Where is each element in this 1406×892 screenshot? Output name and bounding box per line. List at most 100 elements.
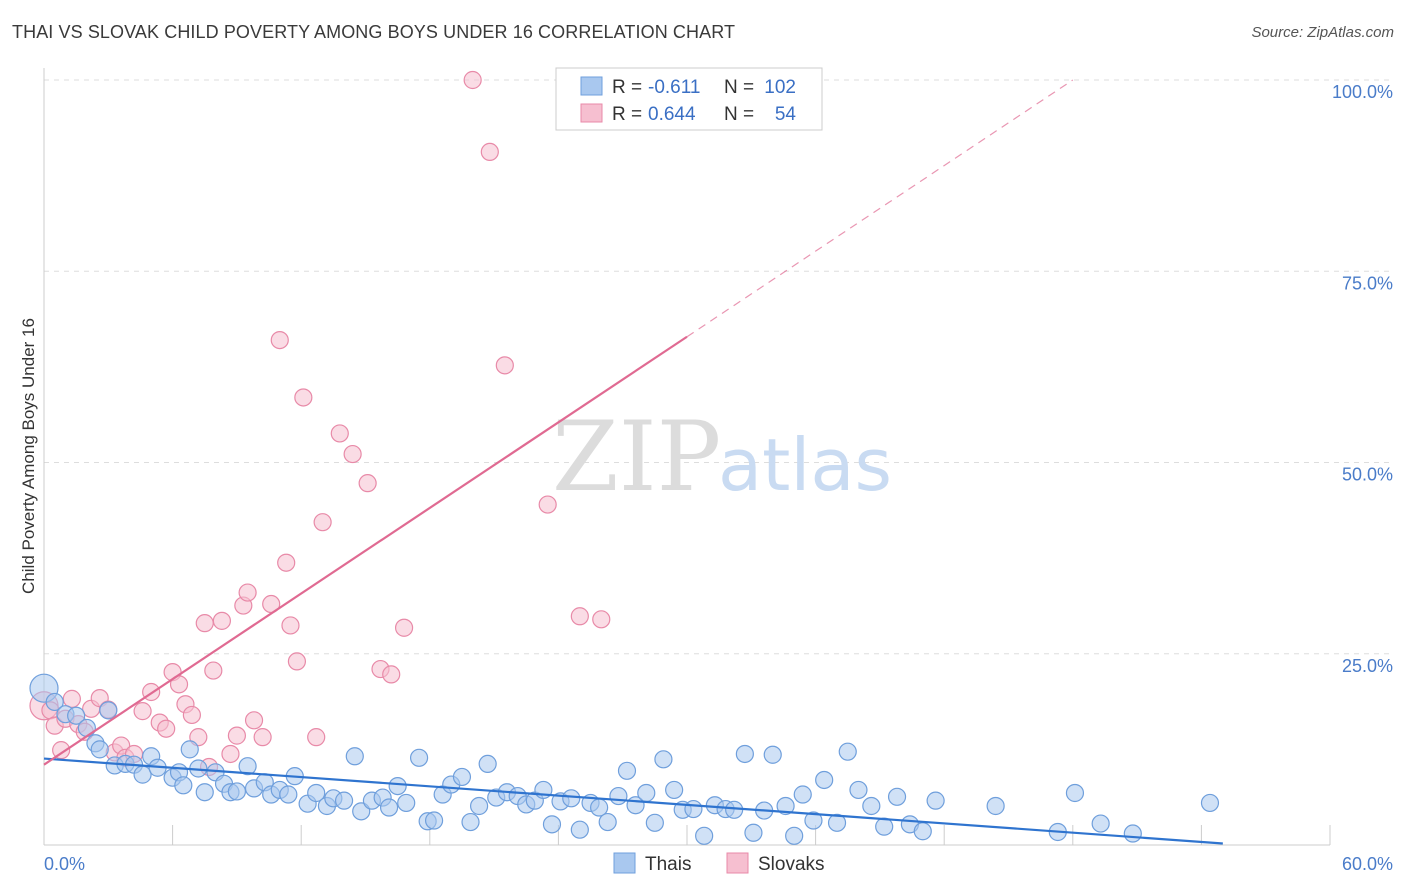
watermark: ZIP atlas bbox=[552, 401, 892, 513]
legend-swatch-thais bbox=[580, 76, 603, 96]
legend-n-value-slovaks: 54 bbox=[775, 104, 797, 125]
y-tick-labels: 25.0% 50.0% 75.0% 100.0% bbox=[1332, 82, 1393, 676]
thais-point bbox=[133, 765, 152, 784]
thais-point bbox=[849, 780, 868, 800]
slovaks-point bbox=[382, 665, 401, 684]
thais-point bbox=[195, 783, 214, 802]
thais-point bbox=[469, 796, 489, 816]
y-tick-label: 75.0% bbox=[1342, 273, 1393, 293]
slovaks-point bbox=[313, 513, 332, 532]
x-tick-labels: 0.0% 60.0% bbox=[44, 854, 1393, 874]
slovaks-point bbox=[307, 728, 326, 747]
thais-point bbox=[815, 770, 834, 790]
thais-point bbox=[379, 798, 399, 817]
thais-point bbox=[862, 796, 881, 816]
slovaks-point bbox=[343, 444, 362, 464]
slovaks-point bbox=[495, 356, 514, 375]
legend-n-label-thais: N = bbox=[724, 77, 754, 98]
thais-point bbox=[763, 745, 782, 764]
thais-point bbox=[617, 761, 637, 780]
thais-point bbox=[542, 815, 562, 834]
thais-point bbox=[637, 783, 656, 803]
slovaks-point bbox=[212, 611, 231, 630]
y-tick-label: 50.0% bbox=[1342, 465, 1393, 485]
slovaks-trend-extension bbox=[686, 79, 1074, 338]
thais-point bbox=[735, 744, 754, 764]
thais-point bbox=[609, 786, 628, 806]
thais-point bbox=[684, 799, 703, 819]
legend-swatch-slovaks bbox=[580, 103, 603, 123]
slovaks-point bbox=[463, 70, 482, 90]
slovaks-point bbox=[244, 711, 264, 730]
thais-point bbox=[986, 796, 1005, 816]
thais-point bbox=[695, 826, 714, 845]
slovaks-point bbox=[270, 331, 289, 350]
bottom-legend-label-slovaks: Slovaks bbox=[758, 854, 825, 875]
thais-point bbox=[645, 813, 664, 832]
watermark-zip: ZIP bbox=[552, 401, 721, 513]
thais-point bbox=[570, 820, 589, 839]
thais-point bbox=[388, 776, 407, 796]
thais-point bbox=[424, 811, 444, 830]
bottom-legend-swatch-thais bbox=[613, 852, 636, 874]
thais-point bbox=[875, 817, 894, 836]
slovaks-point bbox=[277, 553, 296, 572]
slovaks-point bbox=[204, 661, 223, 680]
slovaks-point bbox=[287, 652, 307, 671]
legend-r-value-slovaks: 0.644 bbox=[648, 104, 696, 125]
thais-point bbox=[913, 822, 932, 841]
y-tick-label: 25.0% bbox=[1342, 656, 1393, 676]
legend-r-value-thais: -0.611 bbox=[648, 77, 700, 98]
legend-r-label-thais: R = bbox=[612, 77, 642, 98]
slovaks-point bbox=[157, 719, 176, 738]
slovaks-point bbox=[227, 726, 246, 745]
thais-point bbox=[926, 791, 945, 810]
thais-trend-line bbox=[43, 757, 1223, 845]
slovaks-point bbox=[238, 583, 257, 602]
bottom-legend-swatch-slovaks bbox=[726, 852, 749, 874]
slovaks-point bbox=[221, 744, 240, 764]
slovaks-point bbox=[62, 689, 81, 708]
thais-point bbox=[744, 823, 763, 842]
y-tick-label: 100.0% bbox=[1332, 82, 1393, 102]
thais-point bbox=[598, 812, 617, 832]
thais-point bbox=[352, 802, 371, 821]
bottom-legend-label-thais: Thais bbox=[645, 854, 691, 875]
thais-point bbox=[99, 701, 118, 720]
x-tick-label-max: 60.0% bbox=[1342, 854, 1393, 874]
thais-point bbox=[397, 793, 416, 813]
thais-point bbox=[1065, 783, 1085, 803]
bottom-legend: Thais Slovaks bbox=[613, 852, 825, 875]
thais-point bbox=[654, 750, 673, 769]
thais-point bbox=[793, 785, 812, 804]
watermark-atlas: atlas bbox=[718, 423, 892, 507]
thais-point bbox=[1091, 814, 1110, 833]
slovaks-point bbox=[294, 388, 313, 407]
thais-point bbox=[279, 785, 298, 804]
thais-point bbox=[307, 783, 326, 803]
thais-point bbox=[180, 740, 199, 759]
thais-point bbox=[1200, 793, 1220, 813]
slovaks-point bbox=[592, 610, 611, 629]
legend-n-value-thais: 102 bbox=[764, 77, 796, 98]
slovaks-point bbox=[570, 607, 589, 626]
thais-point bbox=[67, 706, 86, 725]
slovaks-point bbox=[182, 705, 201, 725]
slovaks-point bbox=[281, 616, 300, 635]
thais-point bbox=[665, 780, 684, 800]
grid-lines bbox=[44, 79, 1393, 655]
thais-point bbox=[90, 740, 109, 759]
thais-point bbox=[838, 742, 857, 761]
thais-point bbox=[174, 776, 193, 795]
thais-point bbox=[785, 826, 804, 845]
slovaks-points bbox=[29, 70, 611, 777]
thais-point bbox=[887, 787, 907, 806]
thais-point bbox=[776, 796, 795, 816]
slovaks-trend-line bbox=[43, 335, 688, 766]
chart-title: THAI VS SLOVAK CHILD POVERTY AMONG BOYS … bbox=[12, 22, 736, 42]
x-tick-label-min: 0.0% bbox=[44, 854, 85, 874]
thais-point bbox=[345, 747, 364, 766]
thais-point bbox=[804, 811, 823, 830]
slovaks-point bbox=[195, 614, 214, 633]
